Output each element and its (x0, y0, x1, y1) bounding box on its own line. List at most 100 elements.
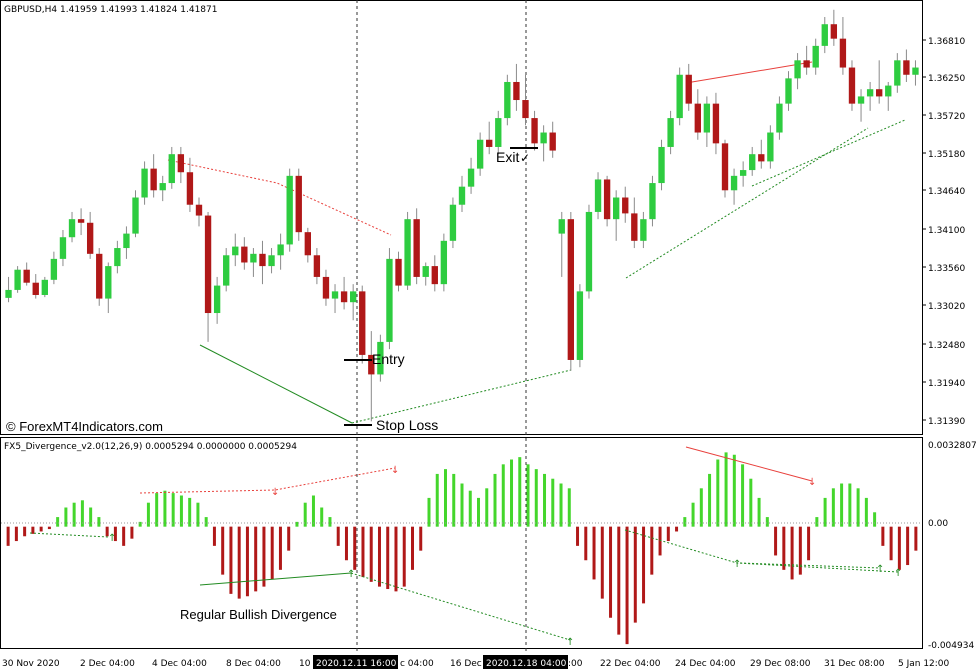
price-tick: 1.32480 (928, 341, 965, 351)
price-tick: 1.36250 (928, 74, 965, 84)
indicator-header: FX5_Divergence_v2.0(12,26,9) 0.0005294 0… (4, 442, 297, 452)
candle-bull (5, 289, 12, 298)
candle-bear (195, 204, 203, 216)
ind-bull-line-4 (624, 529, 899, 573)
time-tick: 10 (299, 659, 311, 669)
candle-bear (413, 219, 420, 277)
candle-bear (86, 222, 94, 254)
symbol-header: GBPUSD,H4 1.41959 1.41993 1.41824 1.4187… (4, 5, 217, 15)
candle-bull (349, 291, 357, 303)
candle-bear (903, 60, 910, 75)
candle-bull (277, 244, 284, 256)
time-marker-badge-1 (313, 655, 398, 669)
candle-bull (576, 291, 584, 360)
candle-bull (440, 240, 448, 285)
arrow-up-icon: ↑ (347, 569, 355, 580)
candle-bull (68, 219, 76, 238)
bearish-divergence-price-line (167, 159, 392, 236)
candle-bull (141, 168, 148, 198)
candle-bull (286, 175, 293, 245)
indicator-frame[interactable] (0, 437, 923, 649)
candle-bull (105, 266, 112, 299)
candle-bull (785, 78, 792, 104)
candle-bear (712, 103, 720, 144)
price-tick: 1.33560 (928, 264, 965, 274)
indicator-axis: 0.0032807 0.00 -0.004934 (928, 441, 977, 651)
candle-bear (685, 74, 692, 104)
ind-bull-line-2 (199, 572, 352, 586)
candle-bear (431, 266, 438, 285)
candle-bear (395, 258, 402, 286)
candle-bear (758, 154, 765, 162)
time-tick: 5 Jan 12:00 (898, 659, 950, 669)
histogram-layer (6, 452, 918, 645)
watermark: © ForexMT4Indicators.com (6, 419, 163, 434)
arrow-up-icon: ↑ (108, 533, 116, 544)
candle-bull (476, 139, 484, 169)
price-divergence-lines (167, 61, 906, 424)
price-tick: 1.31940 (928, 379, 965, 389)
time-tick: 8 Dec 04:00 (226, 659, 281, 669)
indicator-tick: -0.004934 (928, 641, 974, 651)
candle-bull (866, 89, 874, 97)
candle-bull (268, 255, 275, 267)
candle-bull (857, 96, 865, 104)
time-tick: c 04:00 (400, 659, 434, 669)
candle-bull (386, 258, 393, 342)
candle-bull (613, 197, 620, 220)
ind-bull-line-1 (29, 532, 109, 538)
candle-bull (676, 74, 683, 119)
candle-bull (159, 183, 166, 191)
arrow-up-icon: ↑ (876, 564, 884, 575)
candle-bull (422, 266, 429, 277)
exit-label: Exit (496, 149, 519, 165)
time-tick: 16 Dec 04:00 (450, 659, 511, 669)
candle-bull (812, 45, 819, 68)
candle-bull (132, 197, 139, 234)
price-tick: 1.31390 (928, 417, 965, 427)
arrow-up-icon: ↑ (733, 559, 741, 570)
candles-layer (5, 9, 919, 422)
candle-bull (504, 81, 511, 119)
time-marker-label-1: 2020.12.11 16:00 (316, 659, 397, 669)
candle-bull (331, 291, 339, 299)
candle-bull (894, 60, 901, 86)
time-tick: 24 Dec 04:00 (675, 659, 736, 669)
candle-bear (830, 24, 838, 39)
candle-bull (114, 248, 121, 267)
candle-bear (150, 168, 157, 191)
time-tick: 31 Dec 08:00 (824, 659, 885, 669)
ind-bear-line-1 (139, 467, 396, 494)
candle-bear (295, 175, 302, 233)
candle-bear (631, 213, 638, 241)
candle-bull (667, 118, 674, 147)
candle-bear (803, 60, 810, 68)
candle-bull (885, 85, 892, 97)
candle-bear (259, 253, 266, 267)
indicator-tick: 0.00 (928, 519, 948, 529)
candle-bull (377, 341, 384, 375)
trade-markers: Entry Stop Loss Exit ✓ Regular Bullish D… (180, 147, 538, 622)
candle-bull (250, 253, 257, 263)
candle-bull (912, 67, 919, 75)
arrow-down-icon: ↓ (808, 477, 816, 488)
price-tick: 1.34100 (928, 226, 965, 236)
price-tick: 1.33020 (928, 302, 965, 312)
time-tick: 4 Dec 04:00 (152, 659, 207, 669)
candle-bull (14, 269, 21, 290)
candle-bull (458, 186, 466, 205)
time-marker-label-2: 2020.12.18 04:00 (486, 659, 567, 669)
candle-bear (513, 81, 520, 101)
entry-label: Entry (372, 351, 405, 367)
candle-bear (486, 139, 493, 147)
candle-bull (594, 179, 602, 212)
time-tick: :00 (568, 659, 583, 669)
ind-bull-line-5 (739, 562, 881, 569)
price-chart-frame[interactable] (0, 0, 923, 435)
time-tick: 22 Dec 04:00 (600, 659, 661, 669)
ind-bear-line-2 (685, 446, 813, 482)
candle-bear (241, 246, 248, 263)
candle-bull (658, 146, 665, 184)
indicator-tick: 0.0032807 (928, 441, 977, 451)
